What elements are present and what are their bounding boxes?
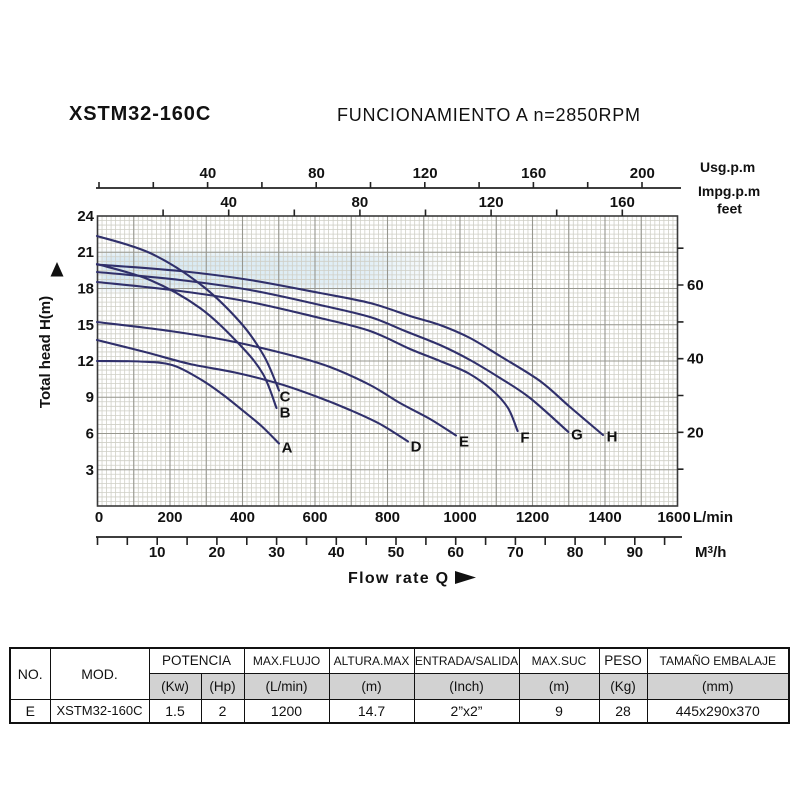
svg-text:20: 20 [209,544,226,561]
svg-text:160: 160 [610,194,635,211]
svg-text:120: 120 [413,165,438,182]
svg-text:15: 15 [77,317,94,334]
svg-text:80: 80 [352,194,369,211]
svg-text:B: B [280,405,291,422]
svg-text:F: F [520,430,529,447]
svg-text:feet: feet [717,201,742,217]
svg-text:18: 18 [77,281,94,298]
svg-text:3: 3 [86,462,94,479]
svg-text:A: A [282,440,293,457]
svg-text:10: 10 [149,544,166,561]
svg-text:80: 80 [567,544,584,561]
svg-text:1000: 1000 [443,509,476,526]
svg-text:D: D [411,439,422,456]
svg-text:120: 120 [479,194,504,211]
svg-text:90: 90 [626,544,643,561]
svg-text:E: E [459,434,469,451]
svg-text:800: 800 [375,509,400,526]
svg-text:1200: 1200 [516,509,549,526]
svg-text:9: 9 [86,389,94,406]
svg-text:40: 40 [687,351,704,368]
svg-text:12: 12 [77,353,94,370]
svg-text:1600: 1600 [657,509,690,526]
svg-text:200: 200 [157,509,182,526]
svg-text:30: 30 [268,544,285,561]
svg-text:24: 24 [77,208,94,225]
svg-text:Flow rate Q: Flow rate Q [348,570,449,587]
svg-text:L/min: L/min [693,509,733,526]
svg-text:1400: 1400 [588,509,621,526]
svg-text:80: 80 [308,165,325,182]
svg-text:Impg.p.m: Impg.p.m [698,183,760,199]
svg-text:20: 20 [687,424,704,441]
svg-text:C: C [280,389,291,406]
svg-text:160: 160 [521,165,546,182]
svg-text:200: 200 [630,165,655,182]
svg-text:G: G [571,427,583,444]
svg-text:600: 600 [302,509,327,526]
svg-text:60: 60 [447,544,464,561]
svg-text:M3/h: M3/h [695,544,726,561]
svg-text:6: 6 [86,426,94,443]
svg-text:0: 0 [95,509,103,526]
svg-text:H: H [607,429,618,446]
svg-text:50: 50 [388,544,405,561]
svg-text:60: 60 [687,277,704,294]
svg-text:40: 40 [200,165,217,182]
svg-text:40: 40 [220,194,237,211]
svg-text:Usg.p.m: Usg.p.m [700,159,755,175]
svg-text:400: 400 [230,509,255,526]
svg-text:70: 70 [507,544,524,561]
svg-text:40: 40 [328,544,345,561]
svg-text:21: 21 [77,244,94,261]
svg-text:Total head H(m): Total head H(m) [37,296,54,408]
